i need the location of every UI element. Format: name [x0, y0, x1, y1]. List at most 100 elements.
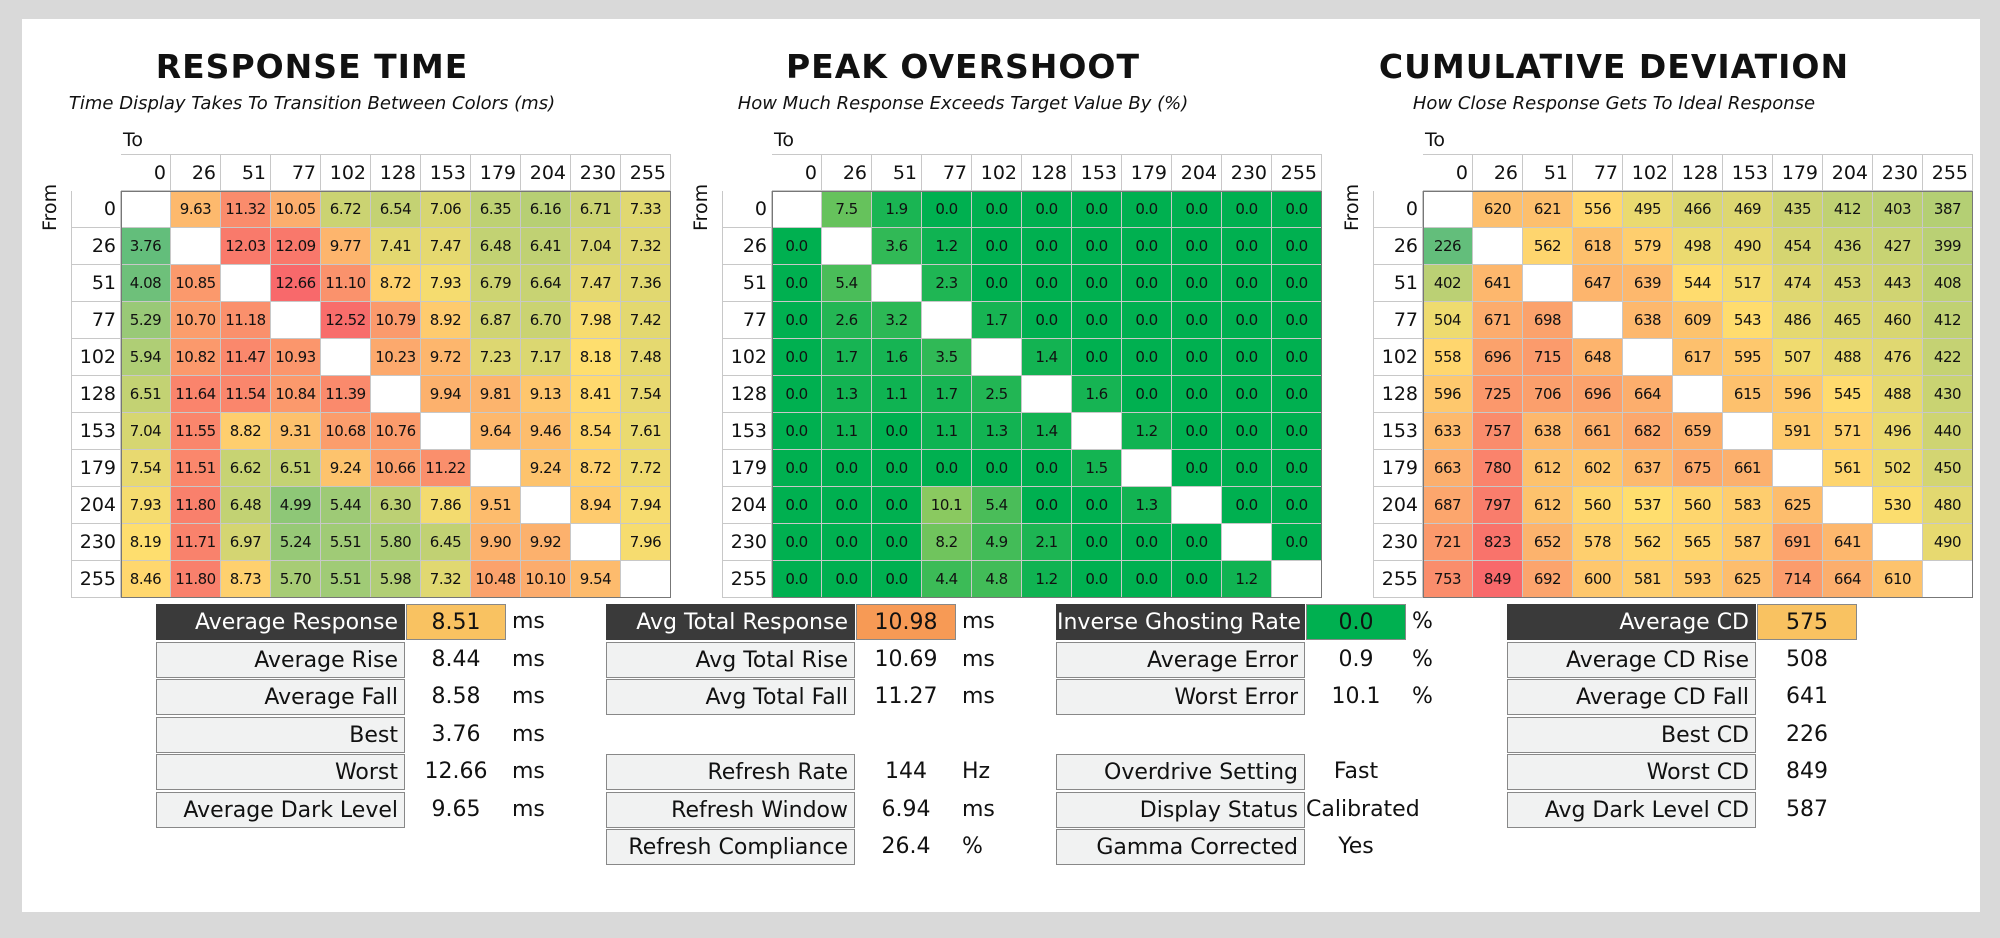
stat-value: 11.27: [874, 684, 938, 709]
heatmap-cell: 6.97: [221, 524, 271, 561]
heatmap-cell: 609: [1673, 302, 1723, 339]
heatmap-cell: 2.5: [972, 376, 1022, 413]
heatmap-cell: 9.94: [421, 376, 471, 413]
heatmap-cell: [1473, 228, 1523, 265]
heatmap-cell: 9.90: [471, 524, 521, 561]
heatmap-cell: 9.77: [321, 228, 371, 265]
col-header-51: 51: [872, 154, 922, 191]
stat-value: 226: [1786, 721, 1828, 747]
heatmap-cell: 5.44: [321, 487, 371, 524]
row-header-230: 230: [1373, 524, 1423, 561]
heatmap-cell: 725: [1473, 376, 1523, 413]
stat-value: 587: [1786, 796, 1828, 822]
col-header-179: 179: [1122, 154, 1172, 191]
to-axis-label: To: [774, 129, 795, 151]
heatmap-cell: [1423, 191, 1473, 228]
row-header-102: 102: [722, 339, 772, 376]
heatmap-cell: 664: [1823, 561, 1873, 598]
heatmap-cell: 7.47: [421, 228, 471, 265]
heatmap-cell: 0.0: [1072, 339, 1122, 376]
heatmap-cell: 4.99: [271, 487, 321, 524]
row-header-102: 102: [1373, 339, 1423, 376]
heatmap-cell: 9.24: [321, 450, 371, 487]
col-header-0: 0: [121, 154, 171, 191]
row-header-51: 51: [1373, 265, 1423, 302]
heatmap-cell: 691: [1773, 524, 1823, 561]
heatmap-cell: 596: [1773, 376, 1823, 413]
heatmap-cell: 659: [1673, 413, 1723, 450]
heatmap-cell: 7.33: [621, 191, 671, 228]
from-axis-label: From: [39, 183, 61, 231]
heatmap-cell: 7.86: [421, 487, 471, 524]
heatmap-cell: 8.82: [221, 413, 271, 450]
heatmap-cell: 615: [1723, 376, 1773, 413]
heatmap-cell: 9.46: [521, 413, 571, 450]
heatmap-cell: 7.48: [621, 339, 671, 376]
heatmap-cell: 412: [1823, 191, 1873, 228]
heatmap-cell: 652: [1523, 524, 1573, 561]
col-header-153: 153: [421, 154, 471, 191]
heatmap-cell: 7.98: [571, 302, 621, 339]
heatmap-cell: [1172, 487, 1222, 524]
heatmap-cell: 0.0: [1222, 413, 1272, 450]
heatmap-cell: 1.1: [872, 376, 922, 413]
heatmap-cell: 8.73: [221, 561, 271, 598]
col-header-204: 204: [1172, 154, 1222, 191]
col-header-102: 102: [972, 154, 1022, 191]
stat-label: Gamma Corrected: [1056, 829, 1305, 865]
stat-value: 8.51: [406, 604, 506, 640]
heatmap-cell: 496: [1873, 413, 1923, 450]
heatmap-cell: [271, 302, 321, 339]
heatmap-cell: 490: [1723, 228, 1773, 265]
panel-title: PEAK OVERSHOOT: [786, 47, 1140, 86]
heatmap-cell: 9.72: [421, 339, 471, 376]
col-header-128: 128: [371, 154, 421, 191]
heatmap-cell: 226: [1423, 228, 1473, 265]
heatmap-cell: 596: [1423, 376, 1473, 413]
heatmap-cell: 0.0: [972, 191, 1022, 228]
heatmap-cell: 12.52: [321, 302, 371, 339]
panel-subtitle: Time Display Takes To Transition Between…: [68, 93, 556, 114]
heatmap-cell: 10.1: [922, 487, 972, 524]
heatmap-cell: 823: [1473, 524, 1523, 561]
stat-value: 144: [885, 759, 927, 784]
heatmap-cell: 0.0: [872, 487, 922, 524]
heatmap-cell: 11.10: [321, 265, 371, 302]
heatmap-cell: 687: [1423, 487, 1473, 524]
heatmap-cell: [121, 191, 171, 228]
stat-label: Refresh Rate: [606, 754, 855, 790]
stat-value: 8.44: [431, 646, 481, 672]
heatmap-cell: 0.0: [772, 228, 822, 265]
heatmap-cell: 0.0: [1122, 302, 1172, 339]
heatmap-cell: 9.92: [521, 524, 571, 561]
heatmap-cell: 490: [1923, 524, 1973, 561]
heatmap-cell: 558: [1423, 339, 1473, 376]
col-header-230: 230: [1873, 154, 1923, 191]
heatmap-cell: 661: [1723, 450, 1773, 487]
stat-label: Display Status: [1056, 791, 1305, 828]
heatmap-cell: 7.06: [421, 191, 471, 228]
heatmap-cell: 476: [1873, 339, 1923, 376]
stat-value: 12.66: [424, 759, 488, 784]
heatmap-cell: 7.47: [571, 265, 621, 302]
row-header-204: 204: [1373, 487, 1423, 524]
col-header-26: 26: [171, 154, 221, 191]
heatmap-cell: 403: [1873, 191, 1923, 228]
stat-label: Refresh Compliance: [606, 829, 855, 865]
row-header-179: 179: [1373, 450, 1423, 487]
heatmap-cell: 0.0: [1172, 524, 1222, 561]
panel-title: RESPONSE TIME: [155, 47, 469, 86]
heatmap-cell: 8.54: [571, 413, 621, 450]
heatmap-cell: 8.92: [421, 302, 471, 339]
heatmap-cell: 780: [1473, 450, 1523, 487]
row-header-0: 0: [1373, 191, 1423, 228]
stat-value: 10.98: [856, 604, 956, 640]
heatmap-cell: 9.13: [521, 376, 571, 413]
heatmap-cell: 517: [1723, 265, 1773, 302]
heatmap-cell: 5.29: [121, 302, 171, 339]
col-header-0: 0: [772, 154, 822, 191]
heatmap-cell: 648: [1573, 339, 1623, 376]
panel-subtitle: How Close Response Gets To Ideal Respons…: [1412, 93, 1816, 114]
row-header-230: 230: [71, 524, 121, 561]
heatmap-cell: 0.0: [1122, 265, 1172, 302]
